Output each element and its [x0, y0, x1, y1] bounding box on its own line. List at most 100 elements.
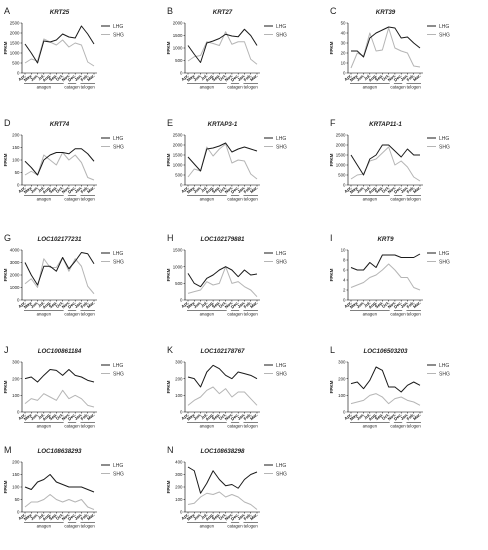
- y-tick-label: 2500: [173, 133, 183, 138]
- legend-label-shg: SHG: [276, 471, 287, 477]
- x-tick-label: Feb.: [406, 185, 416, 194]
- x-tick-label: Mar.: [86, 412, 96, 421]
- y-tick-label: 0: [17, 298, 20, 303]
- panel-title: LOC102179881: [200, 236, 245, 243]
- legend-label-shg: SHG: [276, 371, 287, 377]
- x-tick-label: Jan.: [73, 512, 83, 521]
- phase-label-catagen: catagen: [64, 524, 80, 529]
- x-tick-label: Jul.: [200, 73, 209, 81]
- y-tick-label: 1500: [173, 33, 183, 38]
- panel-b: B KRT27 FPKM 0 500 1000 1500 2000 Apr.May.Jun.Ju…: [166, 6, 287, 90]
- x-tick-label: Jan.: [399, 185, 409, 194]
- x-tick-label: May.: [23, 73, 33, 83]
- y-tick-label: 100: [175, 497, 183, 502]
- y-tick-label: 0: [343, 183, 346, 188]
- panel-letter: J: [4, 345, 9, 355]
- series-line-shg: [187, 491, 258, 510]
- x-tick-label: Jun.: [192, 412, 202, 421]
- series-line-shg: [350, 146, 421, 182]
- x-tick-label: Jun.: [192, 300, 202, 309]
- phase-label-anagen: anagen: [363, 85, 378, 90]
- y-tick-label: 0: [180, 183, 183, 188]
- x-tick-label: Jun.: [29, 512, 39, 521]
- y-axis-label: FPKM: [166, 268, 171, 281]
- x-tick-label: Jun.: [355, 185, 365, 194]
- x-tick-label: Jun.: [192, 512, 202, 521]
- y-tick-label: 2000: [173, 21, 183, 26]
- y-tick-label: 1000: [173, 46, 183, 51]
- series-line-shg: [187, 266, 258, 298]
- y-tick-label: 500: [175, 281, 183, 286]
- series-line-shg: [187, 31, 258, 65]
- phase-label-catagen: catagen: [390, 424, 406, 429]
- series-line-lhg: [350, 253, 421, 271]
- x-tick-label: Mar.: [412, 73, 422, 82]
- x-tick-label: Sep.: [374, 412, 384, 422]
- y-tick-label: 500: [175, 173, 183, 178]
- series-line-shg: [24, 494, 95, 510]
- legend-label-lhg: LHG: [439, 363, 449, 369]
- x-tick-label: Mar.: [249, 512, 259, 521]
- x-tick-label: Sep.: [374, 185, 384, 195]
- panel-title: KRT25: [50, 9, 70, 16]
- y-tick-label: 500: [12, 61, 20, 66]
- x-tick-label: May.: [186, 185, 196, 195]
- x-tick-label: Dec.: [67, 512, 77, 522]
- y-tick-label: 2500: [336, 133, 346, 138]
- series-line-lhg: [24, 25, 95, 64]
- x-tick-label: Jul.: [37, 73, 46, 81]
- panel-d: D KRT74 FPKM 0 50 100 150 200 Apr.May.Jun.Jul.Au…: [3, 118, 124, 202]
- y-tick-label: 2000: [336, 143, 346, 148]
- legend-label-lhg: LHG: [113, 24, 123, 30]
- y-tick-label: 100: [12, 485, 20, 490]
- phase-label-catagen: catagen: [64, 197, 80, 202]
- x-tick-label: Oct.: [55, 512, 64, 521]
- x-tick-label: Apr.: [343, 412, 352, 421]
- phase-label-anagen: anagen: [200, 524, 215, 529]
- panel-letter: H: [167, 233, 174, 243]
- x-tick-label: Jul.: [363, 73, 372, 81]
- x-tick-label: Nov.: [224, 73, 234, 82]
- x-tick-label: Aug.: [204, 300, 214, 310]
- x-tick-label: Dec.: [67, 185, 77, 195]
- series-line-lhg: [187, 142, 258, 172]
- y-tick-label: 50: [15, 497, 20, 502]
- y-tick-label: 1500: [173, 248, 183, 253]
- panel-letter: I: [330, 233, 333, 243]
- x-tick-label: Sep.: [211, 412, 221, 422]
- x-tick-label: Jul.: [200, 300, 209, 308]
- phase-label-telogen: telogen: [244, 524, 259, 529]
- x-tick-label: Dec.: [230, 412, 240, 422]
- x-tick-label: Jul.: [37, 185, 46, 193]
- y-tick-label: 2000: [173, 143, 183, 148]
- legend-label-lhg: LHG: [439, 136, 449, 142]
- legend-label-lhg: LHG: [276, 251, 286, 257]
- x-tick-label: Mar.: [412, 185, 422, 194]
- x-tick-label: Oct.: [218, 185, 227, 194]
- x-tick-label: Mar.: [249, 300, 259, 309]
- x-tick-label: Feb.: [243, 412, 253, 421]
- y-tick-label: 200: [338, 376, 346, 381]
- x-tick-label: Aug.: [41, 73, 51, 83]
- panel-title: LOC102177231: [37, 236, 82, 243]
- series-line-lhg: [24, 474, 95, 493]
- panel-n: N LOC108638298FPKM0100200300400Apr.May.Ju…: [166, 445, 287, 529]
- phase-label-anagen: anagen: [363, 424, 378, 429]
- x-tick-label: Jul.: [37, 512, 46, 520]
- x-tick-label: Oct.: [55, 185, 64, 194]
- x-tick-label: Sep.: [48, 185, 58, 195]
- x-tick-label: Dec.: [230, 300, 240, 310]
- y-tick-label: 150: [12, 145, 20, 150]
- x-tick-label: Nov.: [387, 73, 397, 82]
- series-line-shg: [187, 386, 258, 406]
- phase-label-anagen: anagen: [37, 424, 52, 429]
- panel-letter: G: [4, 233, 11, 243]
- panel-letter: M: [4, 445, 12, 455]
- y-tick-label: 50: [15, 170, 20, 175]
- phase-label-telogen: telogen: [407, 424, 422, 429]
- legend-label-lhg: LHG: [276, 363, 286, 369]
- y-tick-label: 1000: [173, 264, 183, 269]
- panel-a: A KRT25FPKM05001000150020002500Apr.May.Ju…: [3, 6, 124, 90]
- y-tick-label: 200: [12, 460, 20, 465]
